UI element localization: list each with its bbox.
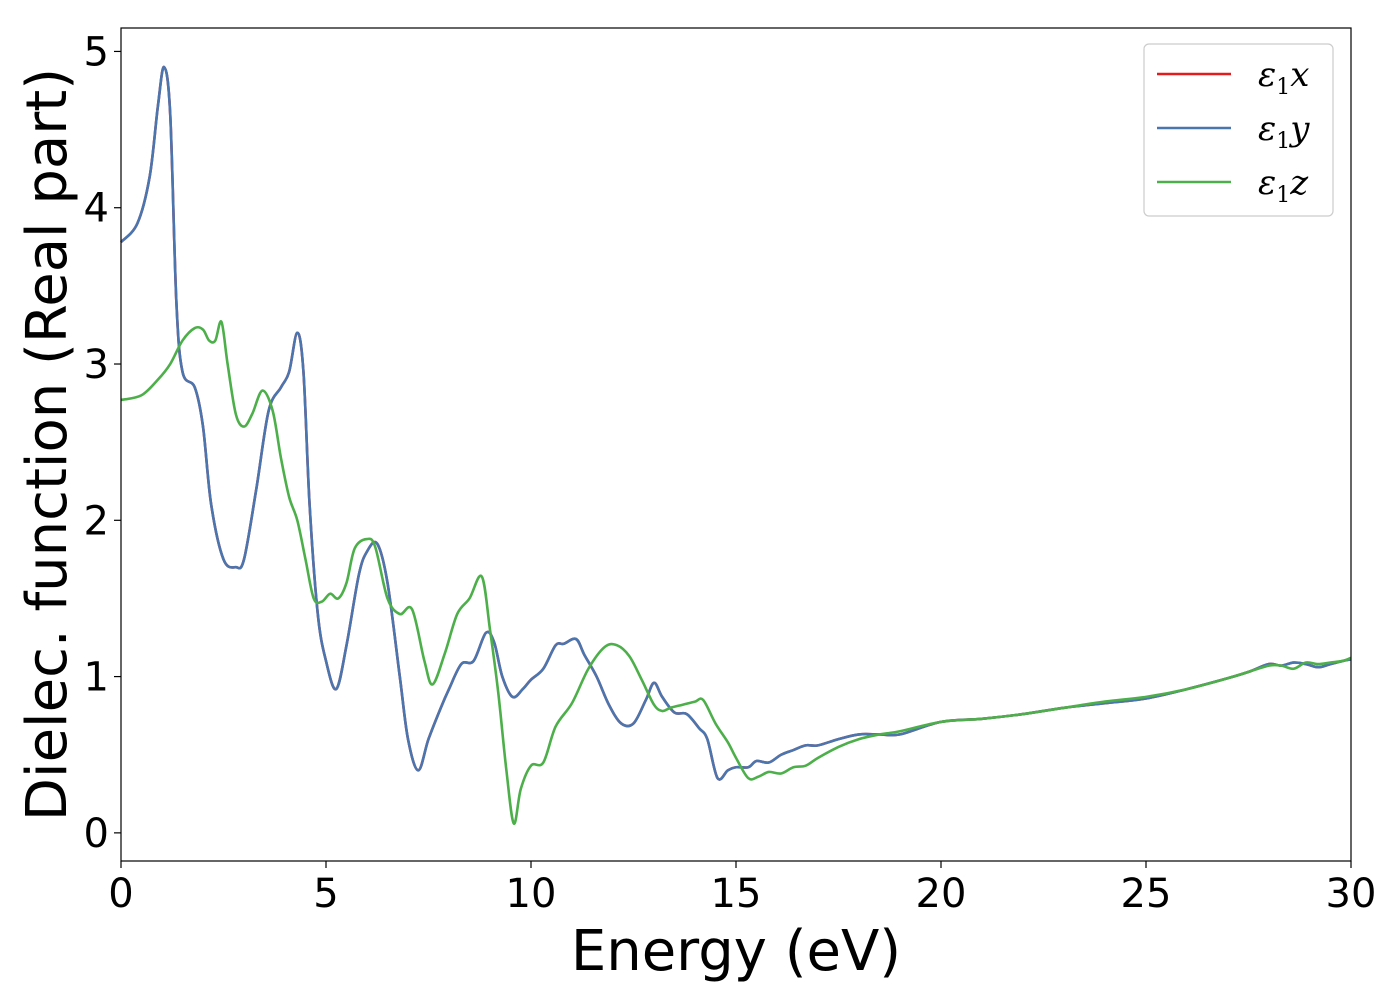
x-tick-label: 30 — [1326, 871, 1377, 917]
x-axis-label: Energy (eV) — [571, 919, 901, 984]
y-axis-label: Dielec. function (Real part) — [15, 68, 80, 821]
x-tick-label: 0 — [108, 871, 133, 917]
x-axis-ticks: 0 5 10 15 20 25 30 — [108, 861, 1376, 917]
y-tick-label: 1 — [84, 655, 109, 701]
y-tick-label: 3 — [84, 342, 109, 388]
x-tick-label: 5 — [313, 871, 338, 917]
series-line-3 — [120, 320, 1352, 825]
legend-label-1: ε1x — [1258, 55, 1309, 100]
y-tick-label: 0 — [84, 811, 109, 857]
x-tick-label: 10 — [506, 871, 557, 917]
x-tick-label: 25 — [1121, 871, 1172, 917]
x-tick-label: 15 — [711, 871, 762, 917]
plot-lines — [120, 65, 1352, 825]
y-tick-label: 4 — [84, 186, 109, 232]
y-axis-ticks: 0 1 2 3 4 5 — [84, 29, 121, 857]
legend-box — [1143, 43, 1334, 217]
y-tick-label: 2 — [84, 498, 109, 544]
x-tick-label: 20 — [916, 871, 967, 917]
legend: ε1x ε1y ε1z — [1143, 43, 1334, 217]
legend-label-3: ε1z — [1258, 163, 1309, 208]
legend-label-2: ε1y — [1258, 109, 1310, 154]
y-tick-label: 5 — [84, 29, 109, 75]
